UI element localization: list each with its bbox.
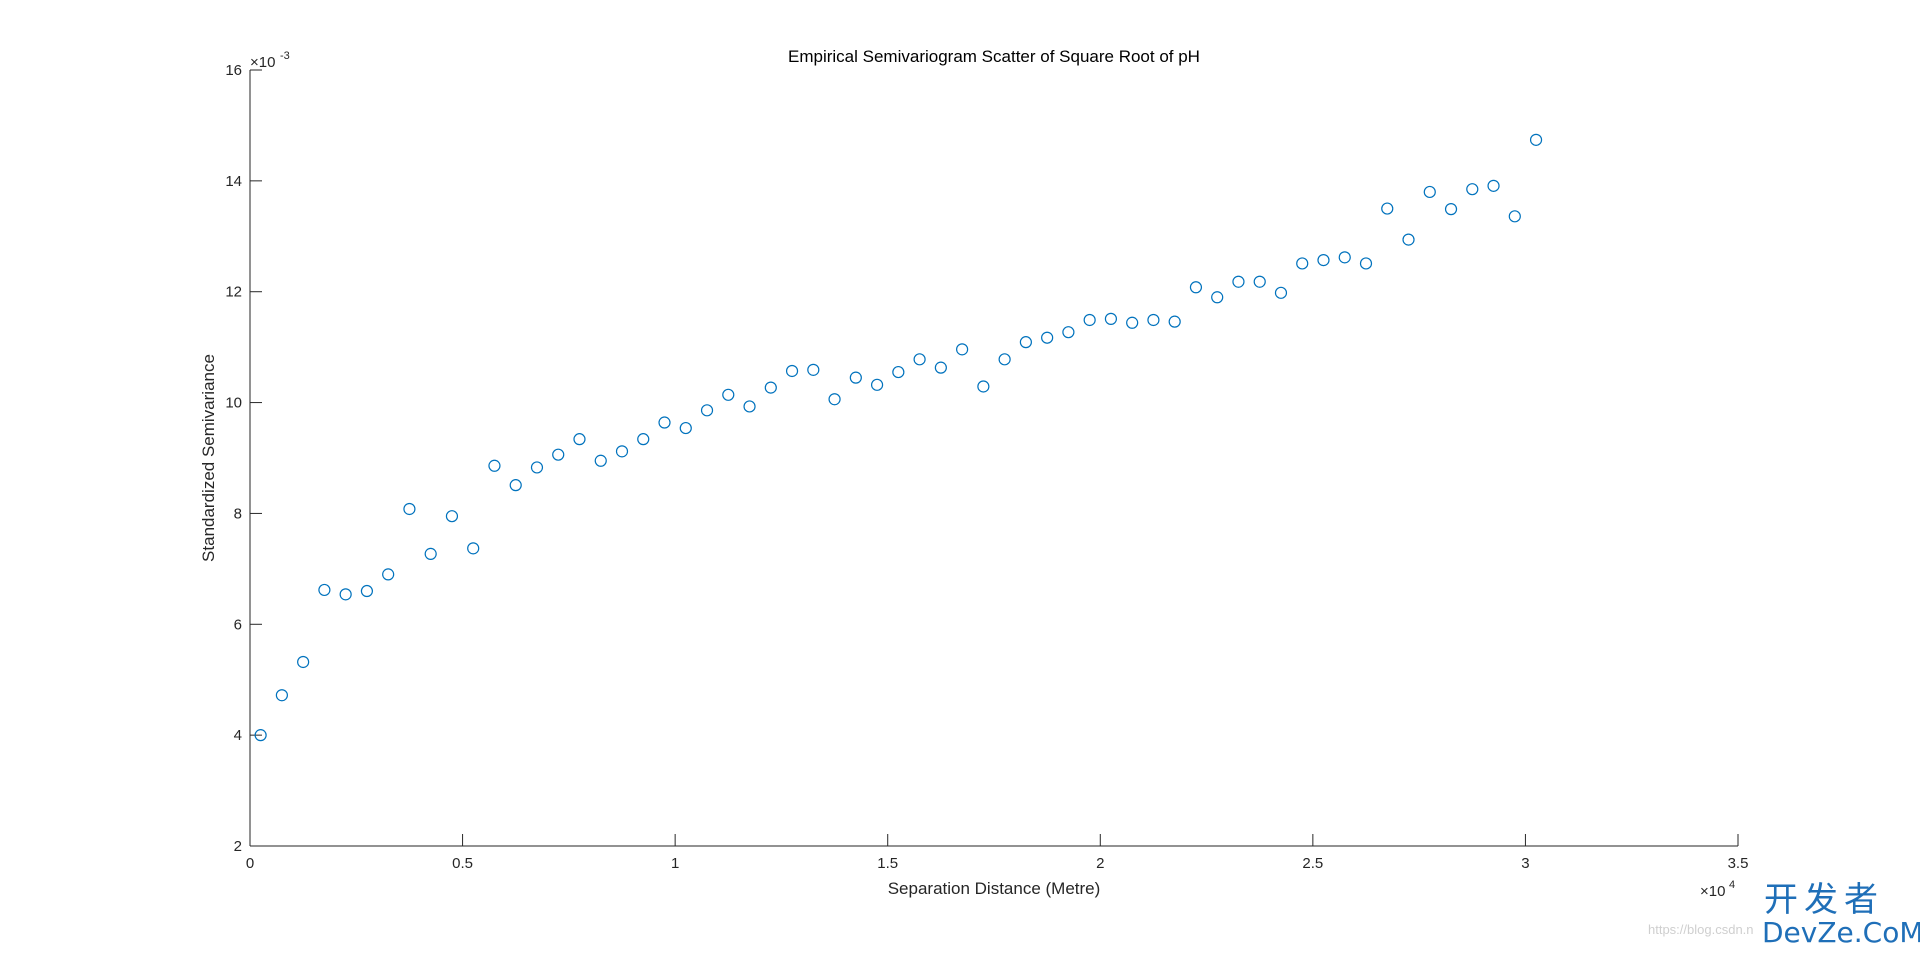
data-point	[1487, 179, 1500, 192]
data-point	[467, 542, 480, 555]
data-point	[275, 689, 288, 702]
data-point	[1529, 133, 1543, 146]
data-point	[785, 364, 799, 378]
data-points	[254, 133, 1543, 742]
data-point	[445, 510, 459, 523]
data-point	[552, 448, 565, 461]
x-ticks: 0 0.5 1 1.5 2 2.5 3 3.5	[246, 834, 1749, 872]
x-exponent-base: ×10	[1700, 883, 1725, 900]
data-point	[1338, 251, 1351, 264]
data-point	[1211, 291, 1224, 304]
x-tick-label: 0	[246, 855, 254, 872]
y-axis-label: Standardized Semivariance	[199, 354, 218, 562]
data-point	[658, 416, 671, 429]
x-tick-label: 1.5	[877, 855, 898, 872]
data-point	[1508, 210, 1521, 223]
y-tick-label: 4	[234, 727, 242, 744]
data-point	[998, 353, 1011, 366]
data-point	[382, 568, 395, 581]
y-ticks: 2 4 6 8 10 12 14 16	[225, 62, 262, 855]
data-point	[297, 655, 310, 669]
x-tick-label: 0.5	[452, 855, 473, 872]
data-point	[339, 588, 352, 601]
y-tick-label: 12	[225, 284, 242, 301]
data-point	[573, 433, 586, 446]
data-point	[360, 584, 374, 598]
data-point	[254, 729, 267, 742]
watermark-en-text: DevZe.CoM	[1762, 916, 1920, 949]
data-point	[1189, 281, 1203, 294]
data-point	[1126, 316, 1139, 329]
data-point	[1041, 331, 1054, 344]
data-point	[870, 378, 884, 391]
data-point	[1232, 275, 1245, 288]
data-point	[1402, 233, 1415, 246]
data-point	[807, 363, 820, 376]
data-point	[594, 454, 607, 467]
x-exponent-power: 4	[1729, 879, 1735, 891]
watermark: https://blog.csdn.n 开发者 DevZe.CoM	[1648, 880, 1920, 949]
y-exponent-label: ×10 -3	[250, 50, 290, 71]
y-tick-label: 10	[225, 395, 242, 412]
y-tick-label: 2	[234, 838, 242, 855]
data-point	[509, 479, 522, 492]
x-tick-label: 2.5	[1302, 855, 1323, 872]
data-point	[679, 421, 692, 435]
data-point	[934, 361, 947, 374]
axes	[249, 70, 1738, 847]
chart-title: Empirical Semivariogram Scatter of Squar…	[788, 47, 1200, 66]
data-point	[1147, 313, 1160, 327]
data-point	[1062, 326, 1075, 339]
data-point	[1317, 254, 1330, 267]
data-point	[637, 433, 650, 446]
y-tick-label: 6	[234, 616, 242, 633]
data-point	[615, 445, 629, 458]
data-point	[700, 404, 714, 417]
data-point	[849, 371, 862, 384]
y-tick-label: 8	[234, 505, 242, 522]
data-point	[1381, 202, 1394, 215]
data-point	[764, 381, 777, 394]
data-point	[722, 388, 735, 401]
data-point	[913, 353, 926, 366]
watermark-cn-text: 开发者	[1764, 880, 1884, 920]
data-point	[1083, 313, 1096, 327]
data-point	[743, 400, 756, 413]
data-point	[530, 461, 544, 474]
data-point	[1274, 286, 1288, 299]
data-point	[424, 547, 437, 560]
x-tick-label: 1	[671, 855, 679, 872]
data-point	[1423, 185, 1436, 199]
data-point	[1104, 312, 1118, 325]
data-point	[1296, 257, 1309, 270]
data-point	[1466, 183, 1479, 196]
data-point	[403, 502, 416, 516]
x-tick-label: 3.5	[1728, 855, 1749, 872]
x-tick-label: 3	[1521, 855, 1529, 872]
x-exponent-label: ×10 4	[1700, 879, 1735, 900]
data-point	[488, 459, 501, 472]
x-tick-label: 2	[1096, 855, 1104, 872]
data-point	[1019, 336, 1032, 349]
data-point	[1253, 275, 1266, 288]
data-point	[828, 393, 841, 406]
data-point	[1444, 203, 1458, 216]
x-axis-label: Separation Distance (Metre)	[888, 879, 1101, 898]
data-point	[977, 380, 990, 393]
y-exponent-base: ×10	[250, 54, 275, 71]
data-point	[1359, 257, 1373, 270]
watermark-url: https://blog.csdn.n	[1648, 922, 1754, 937]
y-tick-label: 16	[225, 62, 242, 79]
data-point	[318, 583, 331, 597]
y-exponent-power: -3	[280, 50, 290, 62]
data-point	[892, 365, 905, 379]
data-point	[1168, 315, 1181, 328]
y-tick-label: 14	[225, 173, 242, 190]
data-point	[956, 343, 969, 356]
